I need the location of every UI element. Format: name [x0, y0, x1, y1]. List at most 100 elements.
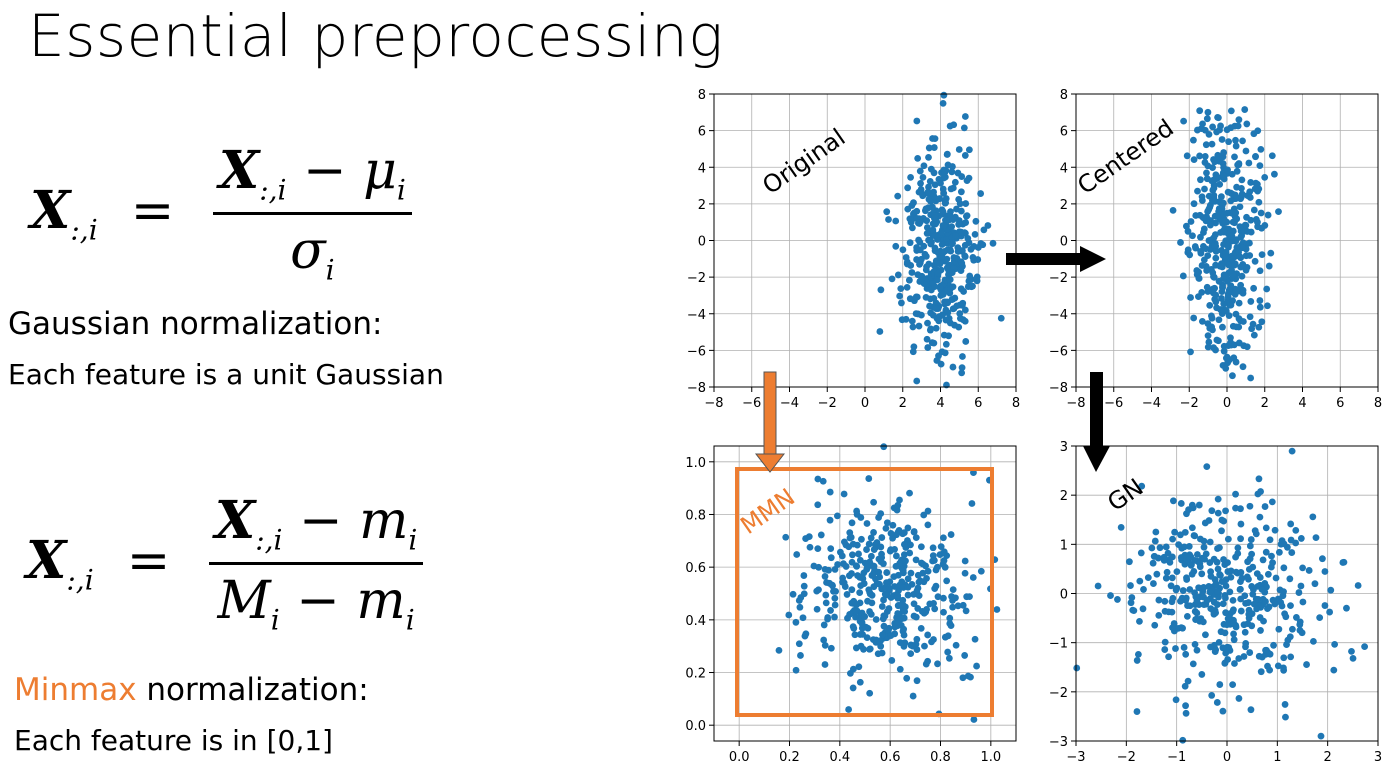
scatter-point — [887, 529, 895, 537]
scatter-point — [1195, 275, 1203, 282]
scatter-point — [894, 501, 902, 509]
scatter-point — [1287, 653, 1295, 661]
scatter-point — [980, 226, 988, 234]
scatter-point — [898, 299, 905, 307]
scatter-point — [1191, 640, 1199, 648]
scatter-point — [964, 234, 972, 242]
scatter-point — [1236, 253, 1244, 260]
scatter-point — [1277, 599, 1285, 606]
scatter-point — [1196, 535, 1204, 543]
scatter-point — [876, 580, 883, 588]
scatter-point — [1254, 218, 1261, 226]
scatter-point — [813, 605, 821, 613]
scatter-point — [1271, 170, 1278, 178]
scatter-point — [1237, 569, 1245, 576]
scatter-point — [1182, 702, 1189, 710]
scatter-point — [1203, 463, 1211, 471]
scatter-point — [849, 551, 856, 559]
scatter-point — [907, 262, 915, 269]
scatter-point — [1244, 620, 1252, 628]
scatter-point — [852, 644, 860, 652]
scatter-point — [1234, 122, 1242, 130]
scatter-point — [941, 276, 949, 284]
scatter-point — [799, 614, 807, 622]
arrow-orange-head — [754, 453, 786, 473]
scatter-point — [883, 569, 891, 576]
scatter-point — [900, 639, 908, 647]
y-tick-label: 6 — [1060, 125, 1068, 140]
scatter-point — [1240, 653, 1248, 660]
scatter-point — [1227, 107, 1235, 115]
scatter-point — [1214, 565, 1222, 573]
scatter-point — [955, 221, 963, 228]
scatter-point — [898, 615, 906, 623]
plot-frame — [1075, 93, 1379, 388]
scatter-point — [1187, 294, 1194, 301]
scatter-point — [935, 317, 943, 325]
scatter-point — [1214, 588, 1221, 595]
scatter-point — [1219, 644, 1227, 652]
scatter-point — [941, 199, 949, 207]
scatter-point — [1189, 660, 1197, 668]
scatter-point — [1256, 303, 1264, 311]
minmax-formula: X:,i = X:,i − mi Mi − mi — [26, 490, 424, 637]
scatter-point — [1216, 544, 1223, 552]
scatter-point — [961, 241, 969, 249]
scatter-point — [1211, 197, 1219, 205]
scatter-point — [1361, 643, 1369, 651]
y-tick-label: 3 — [1060, 440, 1068, 455]
scatter-point — [1197, 176, 1204, 184]
scatter-point — [1237, 585, 1244, 593]
scatter-point — [1230, 606, 1237, 614]
scatter-point — [1179, 272, 1187, 280]
scatter-point — [881, 590, 889, 598]
scatter-point — [1216, 262, 1224, 270]
scatter-point — [935, 352, 942, 360]
scatter-point — [1200, 543, 1208, 551]
scatter-point — [1173, 568, 1181, 576]
minmax-description: Each feature is in [0,1] — [14, 724, 333, 757]
scatter-point — [962, 219, 970, 226]
scatter-point — [934, 660, 941, 668]
scatter-point — [1200, 229, 1207, 236]
scatter-point — [1251, 185, 1259, 193]
scatter-point — [870, 529, 877, 536]
scatter-point — [924, 521, 932, 529]
scatter-point — [923, 575, 930, 582]
scatter-point — [1305, 567, 1313, 574]
scatter-point — [1179, 624, 1186, 632]
scatter-point — [1349, 654, 1357, 662]
scatter-point — [880, 622, 888, 630]
scatter-point — [1222, 354, 1230, 362]
scatter-point — [1220, 347, 1228, 355]
scatter-point — [882, 524, 890, 532]
scatter-point — [945, 332, 953, 340]
scatter-point — [801, 632, 809, 640]
scatter-point — [1196, 107, 1204, 115]
scatter-point — [914, 219, 922, 227]
scatter-point — [1280, 654, 1288, 662]
scatter-point — [959, 299, 967, 307]
scatter-point — [936, 260, 944, 268]
scatter-point — [938, 229, 945, 236]
scatter-point — [1292, 539, 1300, 547]
scatter-point — [951, 178, 959, 186]
scatter-point — [909, 348, 917, 356]
scatter-point — [1282, 713, 1289, 721]
scatter-point — [843, 591, 851, 598]
scatter-point — [1187, 218, 1195, 225]
scatter-point — [970, 716, 978, 723]
y-tick-label: 0 — [698, 235, 706, 250]
scatter-point — [1214, 113, 1221, 121]
scatter-point — [984, 222, 992, 229]
scatter-point — [924, 319, 931, 327]
scatter-point — [1190, 136, 1197, 144]
scatter-point — [1193, 597, 1201, 605]
scatter-point — [1247, 706, 1255, 714]
scatter-point — [872, 616, 880, 623]
scatter-point — [1343, 604, 1350, 612]
scatter-point — [924, 344, 932, 351]
scatter-point — [969, 574, 977, 581]
scatter-point — [935, 175, 943, 183]
scatter-point — [957, 228, 965, 236]
